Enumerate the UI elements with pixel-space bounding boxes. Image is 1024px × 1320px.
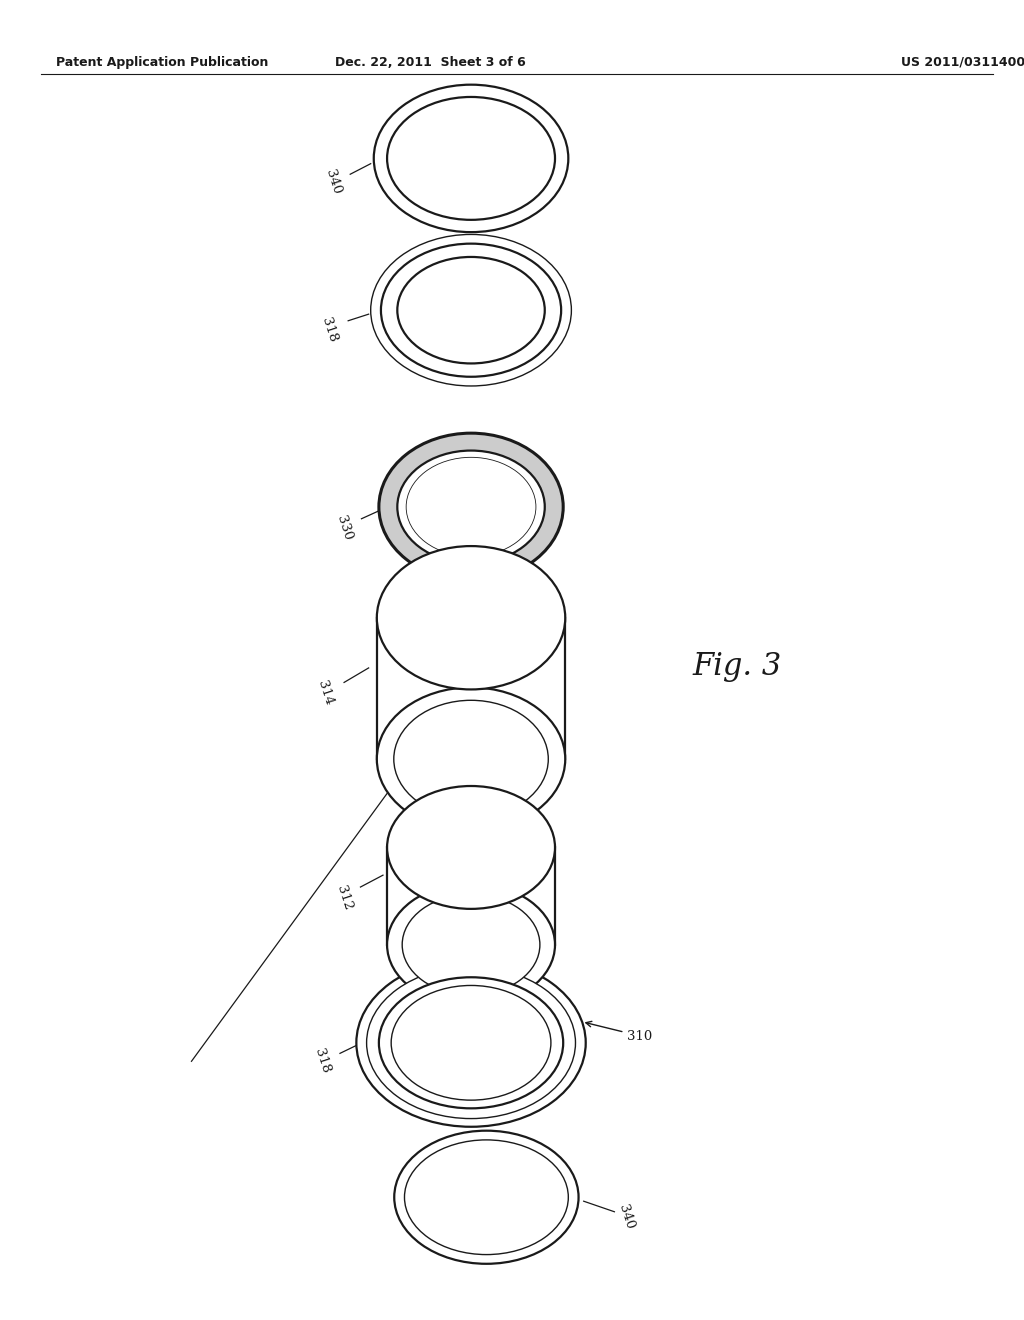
Ellipse shape (387, 883, 555, 1006)
Text: 330: 330 (334, 513, 354, 543)
Ellipse shape (379, 977, 563, 1109)
Text: 340: 340 (323, 168, 343, 197)
Ellipse shape (371, 235, 571, 385)
Text: 314: 314 (315, 678, 336, 708)
Ellipse shape (404, 1140, 568, 1254)
Ellipse shape (387, 96, 555, 220)
Ellipse shape (367, 968, 575, 1118)
Ellipse shape (374, 84, 568, 232)
Text: 340: 340 (616, 1203, 637, 1232)
Ellipse shape (391, 986, 551, 1100)
Text: 312: 312 (334, 883, 354, 912)
Ellipse shape (379, 433, 563, 581)
Ellipse shape (394, 701, 548, 818)
Ellipse shape (402, 895, 540, 995)
Text: 318: 318 (319, 315, 340, 345)
Ellipse shape (377, 546, 565, 689)
Text: Dec. 22, 2011  Sheet 3 of 6: Dec. 22, 2011 Sheet 3 of 6 (335, 55, 525, 69)
Ellipse shape (381, 244, 561, 376)
Ellipse shape (397, 450, 545, 564)
Text: 318: 318 (312, 1047, 333, 1076)
Text: 319: 319 (400, 1065, 423, 1094)
Text: US 2011/0311400 A1: US 2011/0311400 A1 (901, 55, 1024, 69)
Text: Patent Application Publication: Patent Application Publication (56, 55, 268, 69)
Text: 310: 310 (628, 1030, 652, 1043)
Ellipse shape (377, 688, 565, 830)
Text: Fig. 3: Fig. 3 (692, 651, 782, 682)
Ellipse shape (356, 958, 586, 1127)
Ellipse shape (387, 785, 555, 909)
Ellipse shape (394, 1131, 579, 1263)
Ellipse shape (397, 257, 545, 363)
